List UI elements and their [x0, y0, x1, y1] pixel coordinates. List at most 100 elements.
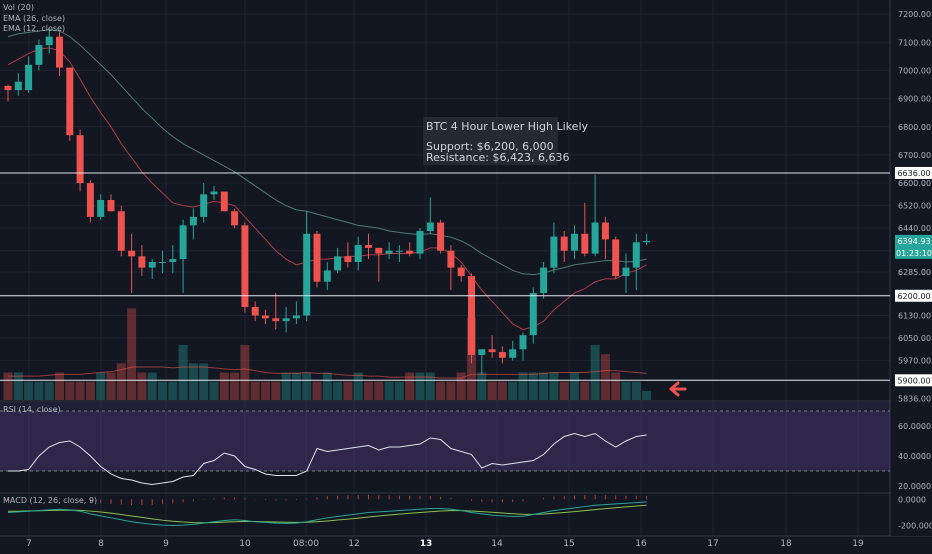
candle-body [417, 231, 424, 254]
price-tick-label: 6800.00 [898, 123, 931, 132]
candle[interactable] [458, 265, 465, 282]
countdown-label: 01:23:10 [896, 249, 932, 258]
macd-hist-bar [420, 496, 421, 499]
candle[interactable] [540, 262, 547, 299]
candle[interactable] [550, 223, 557, 274]
price-tick-label: 6285.00 [898, 268, 931, 277]
candle[interactable] [509, 341, 516, 361]
candle[interactable] [180, 220, 187, 293]
candle[interactable] [77, 130, 84, 192]
rsi-band [0, 411, 890, 471]
candle[interactable] [200, 183, 207, 222]
volume-bar [107, 373, 116, 401]
candle-body [406, 251, 413, 254]
volume-bar [240, 345, 249, 400]
legend-ema26[interactable]: EMA (26, close) [3, 14, 65, 23]
candle[interactable] [489, 335, 496, 358]
candle[interactable] [169, 245, 176, 273]
scroll-to-realtime-arrow-icon[interactable] [671, 383, 685, 395]
macd-hist-bar [512, 499, 513, 502]
candle[interactable] [592, 175, 599, 257]
candle[interactable] [643, 234, 650, 245]
candle[interactable] [15, 73, 22, 96]
candle[interactable] [386, 242, 393, 259]
volume-bar [271, 382, 280, 400]
candle[interactable] [66, 68, 73, 141]
candle[interactable] [87, 180, 94, 222]
candle[interactable] [612, 237, 619, 279]
macd-hist-bar [152, 499, 153, 505]
candle[interactable] [159, 251, 166, 274]
candle[interactable] [334, 248, 341, 273]
candle[interactable] [437, 220, 444, 254]
price-tick-label: 5970.00 [898, 357, 931, 366]
candle[interactable] [128, 234, 135, 293]
x-tick-label: 14 [491, 539, 503, 549]
macd-hist-bar [172, 499, 173, 503]
candle[interactable] [108, 194, 115, 211]
candle[interactable] [447, 245, 454, 290]
volume-bar [282, 373, 291, 401]
candle[interactable] [406, 242, 413, 256]
candle[interactable] [272, 293, 279, 330]
candle[interactable] [324, 262, 331, 290]
volume-bar [292, 373, 301, 401]
candle[interactable] [344, 242, 351, 267]
legend-rsi[interactable]: RSI (14, close) [3, 405, 61, 414]
candle[interactable] [252, 301, 259, 321]
volume-bar [313, 382, 322, 400]
candle[interactable] [262, 310, 269, 324]
macd-hist-bar [317, 497, 318, 499]
candle[interactable] [241, 223, 248, 313]
candle-body [437, 223, 444, 251]
candle[interactable] [633, 234, 640, 290]
candle[interactable] [427, 197, 434, 234]
candle-body [571, 234, 578, 251]
candle[interactable] [25, 56, 32, 93]
candle[interactable] [375, 248, 382, 282]
candle[interactable] [623, 254, 630, 293]
candle-body [592, 223, 599, 254]
x-tick-label: 16 [635, 539, 647, 549]
price-tick-label: 5836.00 [898, 394, 931, 403]
candle-body [520, 335, 527, 349]
candle[interactable] [283, 307, 290, 332]
legend-ema12[interactable]: EMA (12, close) [3, 24, 65, 33]
x-tick-label: 17 [707, 539, 718, 549]
candle[interactable] [35, 39, 42, 70]
volume-bar [210, 382, 219, 400]
candle[interactable] [468, 273, 475, 363]
candle[interactable] [97, 194, 104, 219]
candle[interactable] [190, 208, 197, 239]
candle[interactable] [293, 301, 300, 324]
annotation-box[interactable]: BTC 4 Hour Lower High Likely Support: $6… [423, 117, 588, 165]
candle-body [324, 270, 331, 281]
candle[interactable] [56, 31, 63, 76]
candle-body [190, 217, 197, 225]
candle[interactable] [314, 231, 321, 287]
candle[interactable] [602, 217, 609, 259]
volume-bar [498, 382, 507, 400]
candle[interactable] [221, 192, 228, 212]
candle[interactable] [417, 228, 424, 259]
volume-bar [199, 363, 208, 400]
candle[interactable] [355, 237, 362, 271]
candle[interactable] [561, 231, 568, 262]
rsi-tick-label: 60.0000 [898, 422, 931, 431]
volume-bar [591, 345, 600, 400]
candle[interactable] [520, 332, 527, 360]
candle-body [77, 135, 84, 183]
candle[interactable] [571, 225, 578, 259]
x-tick-label: 08:00 [293, 539, 319, 549]
macd-hist-bar [100, 499, 101, 503]
candle[interactable] [149, 259, 156, 279]
price-tick-label: 6520.00 [898, 202, 931, 211]
candle-body [499, 352, 506, 358]
candle[interactable] [581, 203, 588, 257]
legend-volume[interactable]: Vol (20) [3, 3, 34, 12]
legend-macd[interactable]: MACD (12, 26, close, 9) [3, 496, 97, 505]
candle[interactable] [231, 208, 238, 228]
candle[interactable] [211, 186, 218, 200]
candle[interactable] [478, 349, 485, 374]
candle[interactable] [118, 206, 125, 257]
